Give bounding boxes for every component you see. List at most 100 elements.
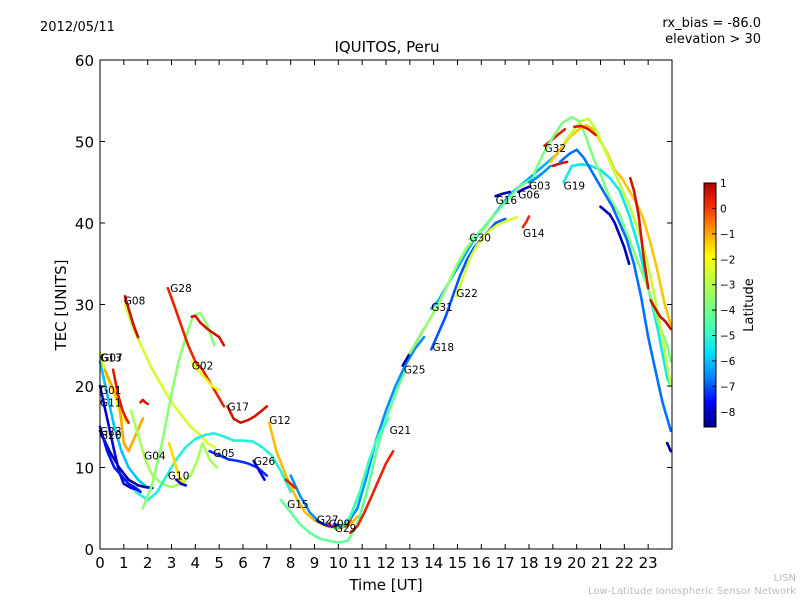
satellite-label-g28: G28 — [170, 283, 192, 295]
x-tick-label: 22 — [615, 554, 634, 572]
colorbar-tick-label: −4 — [720, 305, 736, 317]
colorbar-tick-label: −5 — [720, 331, 735, 343]
satellite-label-g12: G12 — [269, 415, 291, 427]
satellite-track-10 — [129, 409, 219, 489]
footer-credits: LISN Low-Latitude Ionospheric Sensor Net… — [588, 572, 796, 598]
satellite-track-44 — [563, 117, 673, 388]
footer-network-name: Low-Latitude Ionospheric Sensor Network — [588, 586, 796, 597]
satellite-track-37 — [527, 164, 552, 184]
satellite-track-28 — [348, 449, 395, 535]
satellite-track-19 — [226, 405, 269, 425]
satellite-track-25 — [315, 519, 340, 528]
x-tick-label: 17 — [496, 554, 515, 572]
satellite-label-g02: G02 — [192, 361, 214, 373]
chart-title: IQUITOS, Peru — [334, 38, 439, 56]
satellite-track-38 — [521, 215, 531, 229]
colorbar-tick-label: 1 — [720, 178, 727, 190]
satellite-label-g15: G15 — [287, 499, 309, 511]
x-tick-label: 5 — [214, 554, 224, 572]
elevation-label: elevation > 30 — [665, 32, 761, 47]
satellite-label-g17: G17 — [228, 401, 250, 413]
y-tick-label: 10 — [75, 460, 94, 478]
satellite-track-49 — [649, 299, 673, 331]
colorbar-label: Latitude — [742, 278, 757, 332]
date-label: 2012/05/11 — [40, 20, 115, 35]
x-tick-label: 11 — [353, 554, 372, 572]
colorbar-ticks: 1 0 −1 −2 −3 −4 −5 −6 −7 −8 — [712, 178, 736, 419]
satellite-track-30 — [429, 217, 507, 351]
satellite-label-g27: G27 — [317, 515, 339, 527]
satellite-label-g32: G32 — [545, 143, 567, 155]
satellite-track-33 — [408, 225, 488, 355]
satellite-label-g11: G11 — [100, 397, 122, 409]
satellite-track-13 — [166, 286, 226, 408]
satellite-track-11 — [134, 431, 293, 502]
satellite-track-12 — [141, 311, 216, 510]
colorbar-tick-label: −2 — [720, 254, 735, 266]
satellite-label-g13: G13 — [100, 353, 122, 365]
satellite-label-g19: G19 — [564, 181, 586, 193]
colorbar-tick-label: −7 — [720, 381, 735, 393]
satellite-label-g25: G25 — [404, 365, 426, 377]
satellite-track-6 — [111, 368, 130, 425]
axis-layer: 0 1 2 3 4 5 6 7 8 9 10 11 12 13 14 15 16 17 18 19 20 21 22 2301… — [75, 52, 672, 572]
x-tick-label: 19 — [543, 554, 562, 572]
x-tick-label: 3 — [167, 554, 177, 572]
satellite-label-g20: G20 — [100, 430, 122, 442]
satellite-label-g23: G23 — [100, 426, 122, 438]
x-tick-label: 20 — [567, 554, 586, 572]
satellite-label-g30: G30 — [469, 233, 491, 245]
x-tick-label: 7 — [262, 554, 272, 572]
x-tick-label: 15 — [448, 554, 467, 572]
footer-logo-text: LISN — [773, 573, 796, 584]
x-tick-label: 10 — [329, 554, 348, 572]
satellite-track-20 — [252, 459, 266, 482]
satellite-track-22 — [279, 368, 407, 544]
satellite-label-g26: G26 — [254, 456, 276, 468]
satellite-label-g29: G29 — [335, 523, 357, 535]
y-tick-label: 60 — [75, 52, 94, 70]
satellite-track-3 — [98, 425, 142, 494]
satellite-track-24 — [284, 478, 297, 490]
satellite-label-g18: G18 — [433, 342, 455, 354]
satellite-track-8 — [123, 303, 216, 449]
x-tick-label: 16 — [472, 554, 491, 572]
satellite-track-16 — [167, 441, 185, 486]
x-tick-label: 14 — [424, 554, 443, 572]
satellite-track-15 — [190, 360, 221, 392]
y-tick-label: 40 — [75, 215, 94, 233]
colorbar-tick-label: −3 — [720, 280, 735, 292]
satellite-track-32 — [454, 216, 519, 298]
satellite-track-0 — [98, 360, 149, 490]
x-tick-label: 1 — [119, 554, 129, 572]
satellite-track-14 — [190, 314, 226, 347]
satellite-track-42 — [532, 115, 673, 363]
satellite-label-g06: G06 — [518, 190, 540, 202]
satellite-label-g08: G08 — [124, 295, 146, 307]
satellite-track-5 — [103, 368, 145, 453]
satellite-label-g04: G04 — [144, 450, 166, 462]
x-tick-label: 8 — [286, 554, 296, 572]
y-tick-label: 30 — [75, 297, 94, 315]
satellite-track-7 — [139, 398, 149, 406]
satellite-label-g09: G09 — [329, 519, 351, 531]
x-tick-label: 4 — [191, 554, 201, 572]
colorbar-tick-label: −6 — [720, 356, 736, 368]
satellite-track-27 — [333, 417, 390, 530]
satellite-label-g21: G21 — [390, 425, 412, 437]
colorbar-tick-label: −1 — [720, 229, 735, 241]
satellite-track-2 — [98, 429, 154, 490]
satellite-label-g14: G14 — [523, 228, 545, 240]
x-tick-label: 12 — [376, 554, 395, 572]
satellite-track-48 — [628, 176, 650, 290]
satellite-track-40 — [551, 160, 569, 168]
satellite-label-g10: G10 — [168, 471, 190, 483]
x-tick-label: 23 — [639, 554, 658, 572]
satellite-track-46 — [572, 124, 598, 137]
satellite-label-g05: G05 — [213, 448, 235, 460]
colorbar-tick-label: −8 — [720, 407, 735, 419]
x-tick-label: 13 — [400, 554, 419, 572]
satellite-track-36 — [516, 185, 532, 194]
